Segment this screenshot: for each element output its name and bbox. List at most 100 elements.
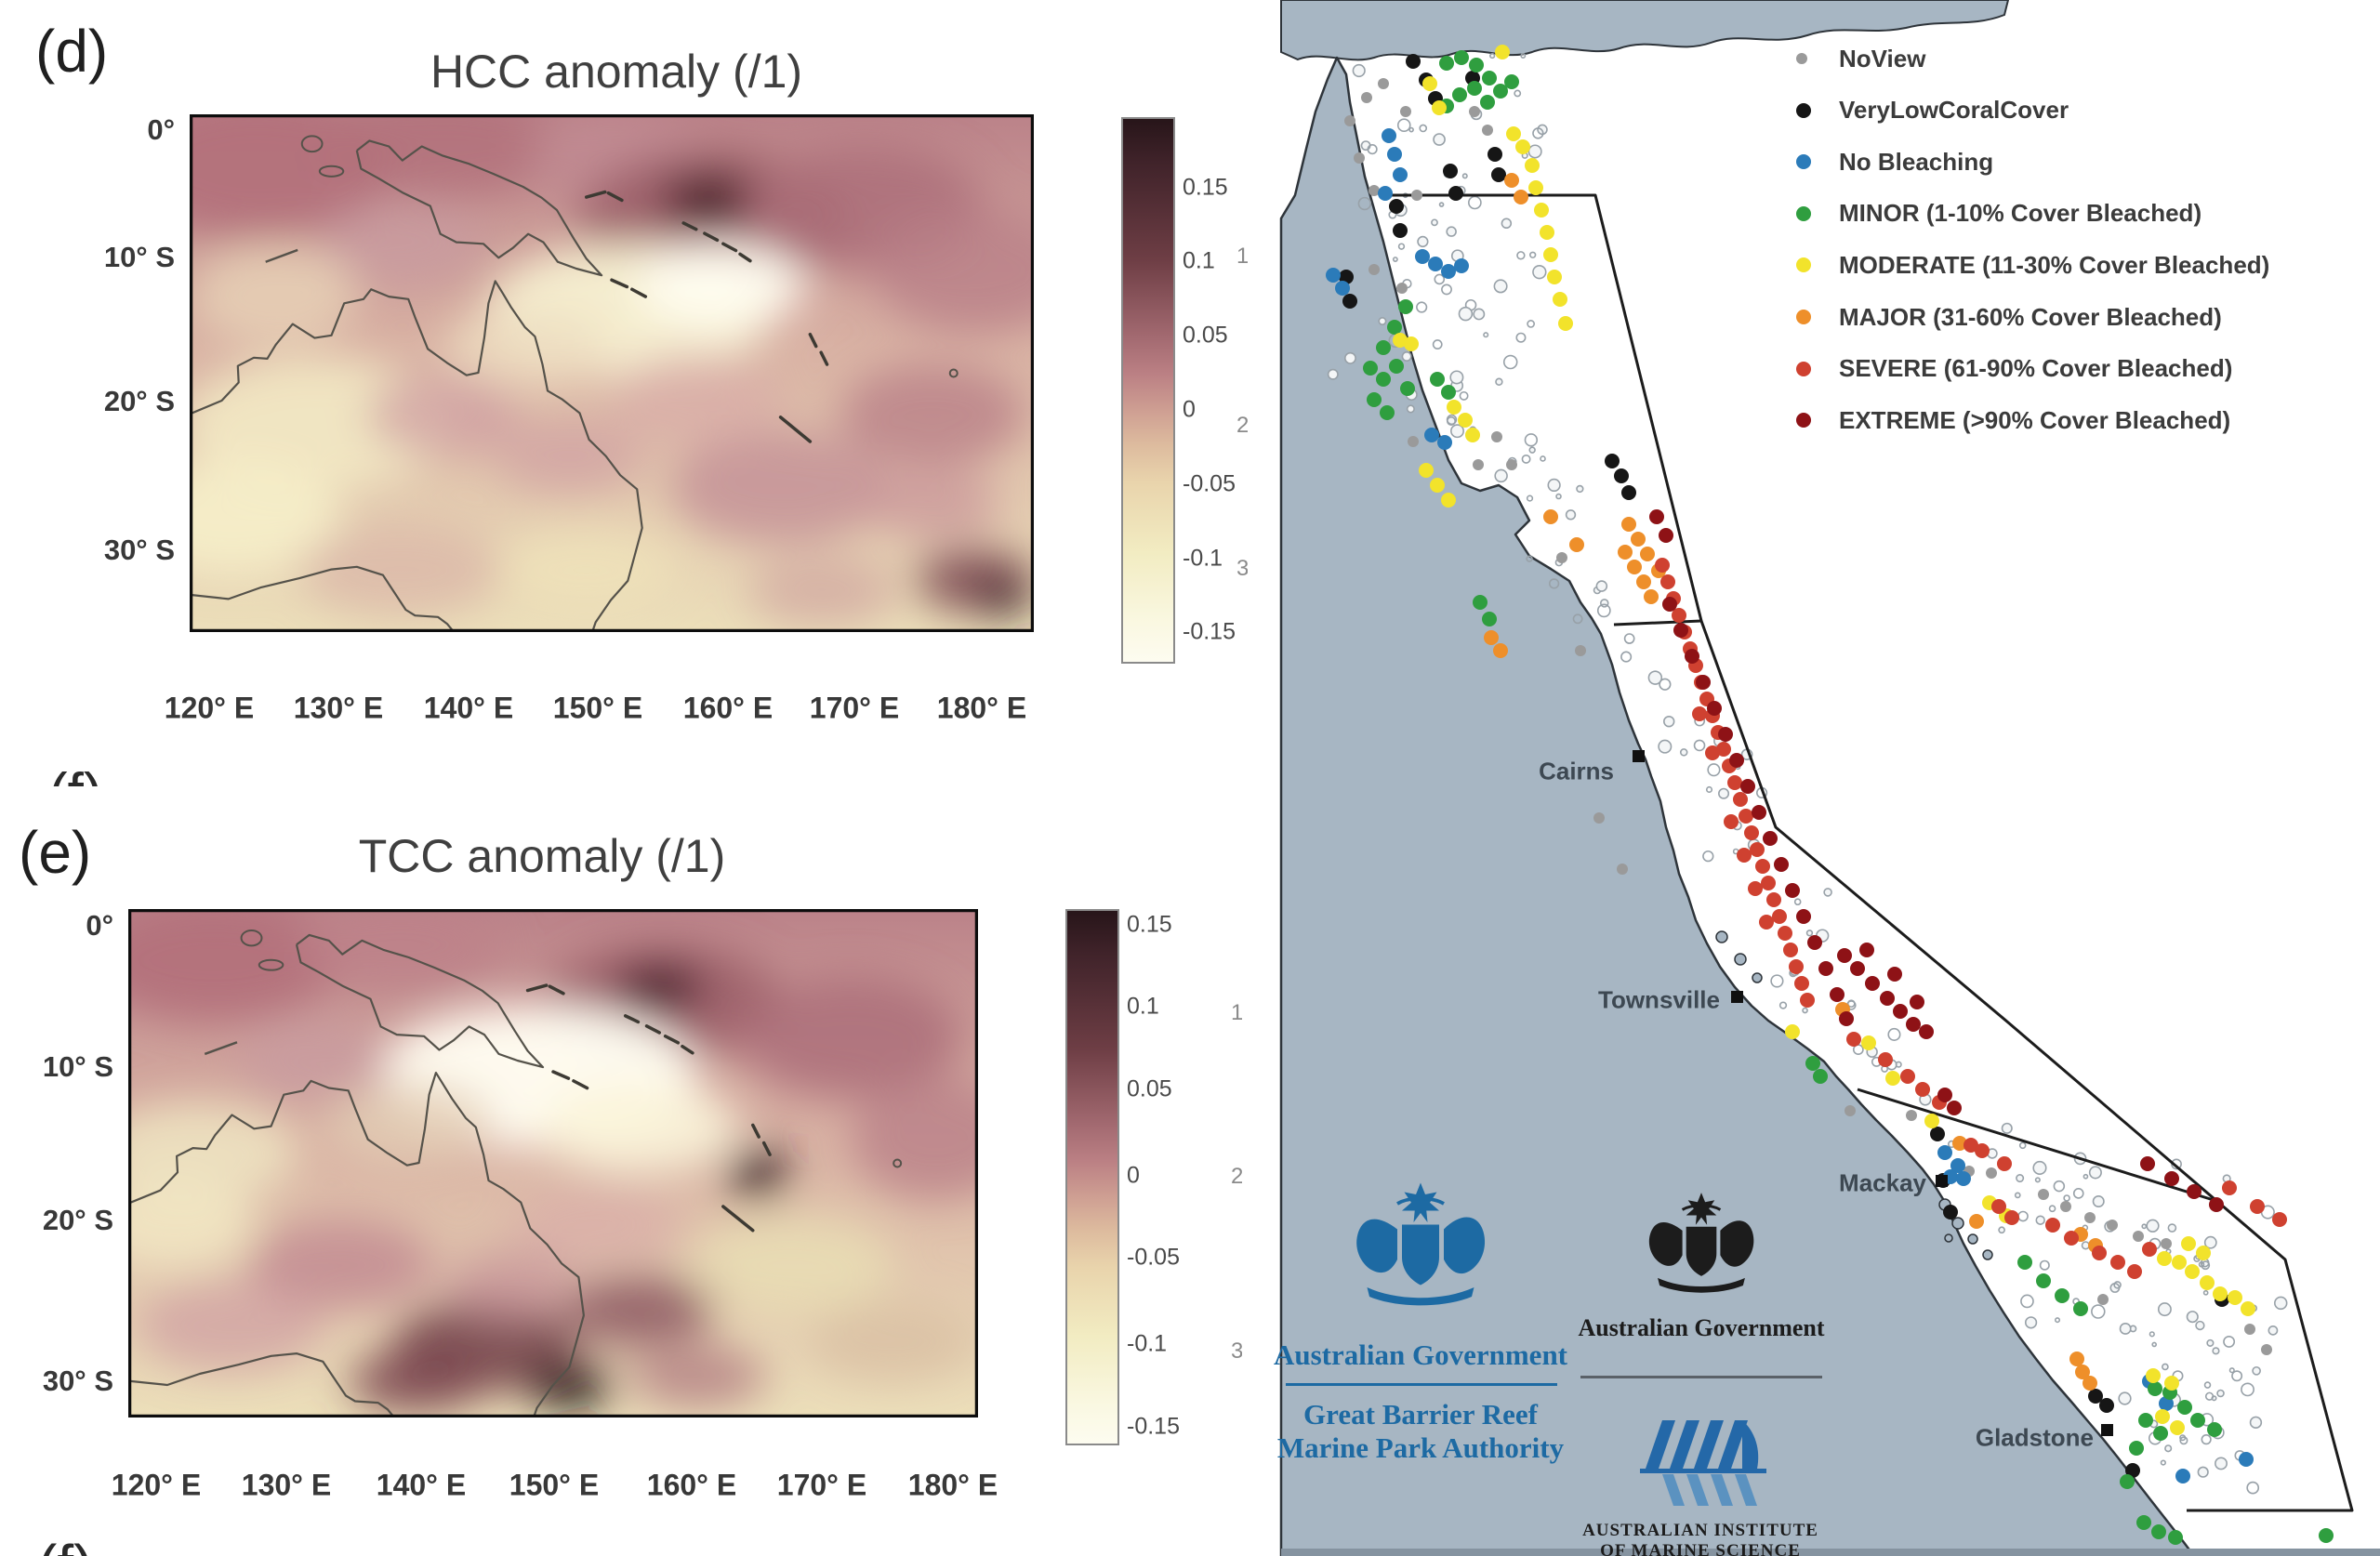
y-tick-label: 20° S bbox=[42, 1204, 113, 1236]
legend-item: MODERATE (11-30% Cover Bleached) bbox=[1796, 249, 2269, 281]
x-tick-label: 170° E bbox=[809, 691, 900, 725]
legend-dot-icon bbox=[1796, 102, 1811, 118]
cropped-digit-fragment: 3 bbox=[1231, 1338, 1242, 1364]
colorbar-tick-label: -0.1 bbox=[1127, 1330, 1168, 1357]
x-tick-label: 150° E bbox=[552, 691, 643, 725]
legend-item: VeryLowCoralCover bbox=[1796, 95, 2069, 126]
colorbar-tick-label: -0.15 bbox=[1183, 618, 1236, 645]
gbrmpa-name-line1: Great Barrier Reef bbox=[1303, 1398, 1538, 1431]
x-tick-label: 180° E bbox=[907, 1468, 998, 1502]
panel-e-colorbar bbox=[1065, 909, 1119, 1445]
legend-dot-icon bbox=[1796, 53, 1807, 64]
colorbar-tick-label: 0.15 bbox=[1183, 174, 1228, 201]
colorbar-tick-label: 0.1 bbox=[1127, 993, 1159, 1020]
legend-label: MAJOR (31-60% Cover Bleached) bbox=[1839, 302, 2222, 331]
cropped-panel-label-bottom: (f) bbox=[37, 1526, 158, 1556]
cropped-panel-label-top: (f) bbox=[48, 762, 160, 786]
legend-item: NoView bbox=[1796, 43, 1925, 74]
x-tick-label: 140° E bbox=[423, 691, 514, 725]
x-tick-label: 130° E bbox=[241, 1468, 332, 1502]
city-marker-gladstone bbox=[2101, 1424, 2113, 1436]
aims-name-line1: AUSTRALIAN INSTITUTE bbox=[1582, 1521, 1818, 1540]
ausgov-rule bbox=[1580, 1376, 1822, 1378]
ausgov-text: Australian Government bbox=[1578, 1314, 1825, 1341]
colorbar-tick-label: 0 bbox=[1127, 1162, 1140, 1189]
gbrmpa-rule bbox=[1286, 1383, 1557, 1386]
legend-dot-icon bbox=[1796, 154, 1811, 170]
city-marker-cairns bbox=[1633, 750, 1645, 762]
legend-label: MODERATE (11-30% Cover Bleached) bbox=[1839, 250, 2270, 279]
legend-label: NoView bbox=[1839, 44, 1926, 73]
cropped-digit-fragment: 2 bbox=[1236, 413, 1248, 438]
survey-dots bbox=[1326, 45, 2334, 1545]
legend-dot-icon bbox=[1796, 413, 1811, 429]
cropped-digit-fragment: 1 bbox=[1231, 1000, 1242, 1025]
section-line-mackay bbox=[1857, 1088, 2217, 1203]
panel-d-heatmap bbox=[190, 114, 1034, 632]
y-tick-label: 0° bbox=[147, 113, 175, 146]
colorbar-tick-label: -0.05 bbox=[1183, 470, 1236, 497]
colorbar-tick-label: -0.05 bbox=[1127, 1244, 1180, 1271]
legend-dot-icon bbox=[1796, 257, 1811, 273]
legend-dot-icon bbox=[1796, 310, 1811, 324]
x-tick-label: 120° E bbox=[164, 691, 255, 725]
x-tick-label: 150° E bbox=[509, 1468, 600, 1502]
cropped-digit-fragment: 3 bbox=[1236, 556, 1248, 581]
panel-d-label: (d) bbox=[35, 18, 109, 85]
legend-item: MINOR (1-10% Cover Bleached) bbox=[1796, 198, 2202, 230]
legend-label: No Bleaching bbox=[1839, 147, 1994, 176]
x-tick-label: 130° E bbox=[293, 691, 384, 725]
city-label-mackay: Mackay bbox=[1839, 1168, 1926, 1197]
panel-e-title: TCC anomaly (/1) bbox=[358, 830, 726, 882]
panel-d-colorbar bbox=[1121, 117, 1175, 664]
legend-dot-icon bbox=[1796, 361, 1811, 376]
x-tick-label: 180° E bbox=[936, 691, 1027, 725]
x-tick-label: 170° E bbox=[776, 1468, 867, 1502]
aims-logo-icon bbox=[1640, 1420, 1766, 1506]
colorbar-tick-label: 0.05 bbox=[1183, 322, 1228, 349]
y-tick-label: 30° S bbox=[103, 534, 175, 566]
y-tick-label: 10° S bbox=[103, 241, 175, 273]
legend-item: No Bleaching bbox=[1796, 146, 1993, 178]
section-line-north bbox=[1613, 619, 1702, 626]
legend-item: SEVERE (61-90% Cover Bleached) bbox=[1796, 353, 2232, 385]
aims-name-line2: OF MARINE SCIENCE bbox=[1600, 1541, 1801, 1556]
legend-item: MAJOR (31-60% Cover Bleached) bbox=[1796, 301, 2222, 333]
colorbar-tick-label: -0.15 bbox=[1127, 1413, 1180, 1440]
legend-item: EXTREME (>90% Cover Bleached) bbox=[1796, 404, 2230, 436]
colorbar-tick-label: 0.05 bbox=[1127, 1075, 1172, 1102]
y-tick-label: 10° S bbox=[42, 1050, 113, 1083]
legend-label: SEVERE (61-90% Cover Bleached) bbox=[1839, 354, 2233, 383]
city-marker-townsville bbox=[1731, 991, 1743, 1003]
colorbar-tick-label: 0 bbox=[1183, 396, 1196, 423]
legend-label: MINOR (1-10% Cover Bleached) bbox=[1839, 199, 2202, 228]
legend-label: VeryLowCoralCover bbox=[1839, 96, 2069, 125]
colorbar-tick-label: -0.1 bbox=[1183, 545, 1223, 572]
panel-d-title: HCC anomaly (/1) bbox=[430, 46, 803, 98]
y-tick-label: 0° bbox=[86, 909, 113, 942]
x-tick-label: 160° E bbox=[646, 1468, 737, 1502]
x-tick-label: 160° E bbox=[682, 691, 774, 725]
city-label-cairns: Cairns bbox=[1539, 757, 1614, 785]
panel-e-heatmap bbox=[128, 909, 978, 1418]
coat-of-arms-icon bbox=[1648, 1193, 1754, 1293]
cropped-digit-fragment: 2 bbox=[1231, 1164, 1242, 1189]
colorbar-tick-label: 0.1 bbox=[1183, 247, 1215, 274]
y-tick-label: 30° S bbox=[42, 1365, 113, 1397]
gbrmpa-government-text: Australian Government bbox=[1273, 1338, 1568, 1371]
city-label-gladstone: Gladstone bbox=[1975, 1423, 2094, 1452]
legend-dot-icon bbox=[1796, 205, 1811, 221]
colorbar-tick-label: 0.15 bbox=[1127, 911, 1172, 938]
city-marker-mackay bbox=[1936, 1175, 1948, 1187]
legend-label: EXTREME (>90% Cover Bleached) bbox=[1839, 405, 2231, 434]
gbrmpa-name-line2: Marine Park Authority bbox=[1276, 1431, 1565, 1464]
y-tick-label: 20° S bbox=[103, 385, 175, 417]
cropped-digit-fragment: 1 bbox=[1236, 244, 1248, 269]
coat-of-arms-icon bbox=[1356, 1182, 1486, 1306]
panel-e-label: (e) bbox=[19, 819, 92, 886]
x-tick-label: 120° E bbox=[111, 1468, 202, 1502]
city-label-townsville: Townsville bbox=[1598, 985, 1720, 1014]
marine-park-boundary bbox=[1387, 193, 2354, 1512]
